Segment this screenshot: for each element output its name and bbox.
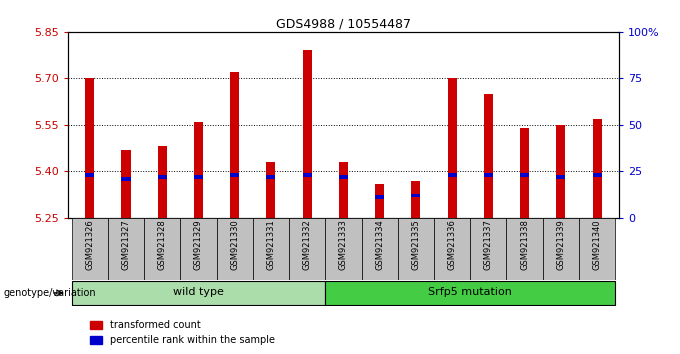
Title: GDS4988 / 10554487: GDS4988 / 10554487 xyxy=(276,18,411,31)
Bar xyxy=(483,173,493,177)
Bar xyxy=(122,177,131,181)
Text: GSM921340: GSM921340 xyxy=(592,219,602,270)
Text: Srfp5 mutation: Srfp5 mutation xyxy=(428,287,512,297)
Bar xyxy=(194,122,203,218)
Bar xyxy=(267,162,275,218)
Bar xyxy=(556,175,565,179)
Bar xyxy=(230,173,239,177)
Text: GSM921335: GSM921335 xyxy=(411,219,420,270)
Bar xyxy=(194,175,203,179)
Bar xyxy=(411,194,420,197)
Text: GSM921330: GSM921330 xyxy=(231,219,239,270)
Bar xyxy=(592,119,602,218)
Bar xyxy=(339,162,348,218)
Bar xyxy=(158,147,167,218)
Bar xyxy=(543,218,579,280)
Bar xyxy=(362,218,398,280)
Bar xyxy=(483,94,493,218)
Bar xyxy=(411,181,420,218)
Text: GSM921333: GSM921333 xyxy=(339,219,348,270)
Bar xyxy=(556,125,565,218)
Bar xyxy=(447,78,457,218)
Text: GSM921328: GSM921328 xyxy=(158,219,167,270)
Bar xyxy=(375,184,384,218)
Bar xyxy=(303,50,311,218)
Text: GSM921329: GSM921329 xyxy=(194,219,203,270)
Bar xyxy=(216,218,253,280)
Bar xyxy=(434,218,471,280)
Bar xyxy=(325,218,362,280)
Bar xyxy=(339,175,348,179)
Text: GSM921331: GSM921331 xyxy=(267,219,275,270)
Text: wild type: wild type xyxy=(173,287,224,297)
Bar xyxy=(144,218,180,280)
Bar xyxy=(471,218,507,280)
Text: genotype/variation: genotype/variation xyxy=(3,288,96,298)
Text: GSM921327: GSM921327 xyxy=(122,219,131,270)
Bar xyxy=(71,281,325,305)
Text: GSM921339: GSM921339 xyxy=(556,219,565,270)
Text: GSM921332: GSM921332 xyxy=(303,219,311,270)
Text: GSM921334: GSM921334 xyxy=(375,219,384,270)
Text: GSM921337: GSM921337 xyxy=(484,219,493,270)
Bar xyxy=(592,173,602,177)
Bar xyxy=(158,175,167,179)
Bar xyxy=(303,173,311,177)
Bar xyxy=(180,218,216,280)
Text: GSM921338: GSM921338 xyxy=(520,219,529,270)
Text: GSM921326: GSM921326 xyxy=(85,219,95,270)
Text: GSM921336: GSM921336 xyxy=(447,219,456,270)
Bar xyxy=(71,218,108,280)
Bar xyxy=(122,150,131,218)
Bar xyxy=(507,218,543,280)
Bar xyxy=(108,218,144,280)
Bar xyxy=(267,175,275,179)
Bar xyxy=(520,173,529,177)
Bar xyxy=(375,195,384,199)
Bar xyxy=(398,218,434,280)
Bar xyxy=(289,218,325,280)
Bar xyxy=(85,173,95,177)
Bar xyxy=(85,78,95,218)
Bar xyxy=(579,218,615,280)
Bar xyxy=(253,218,289,280)
Legend: transformed count, percentile rank within the sample: transformed count, percentile rank withi… xyxy=(86,316,279,349)
Bar xyxy=(520,128,529,218)
Bar xyxy=(447,173,457,177)
Bar xyxy=(325,281,615,305)
Bar xyxy=(230,72,239,218)
